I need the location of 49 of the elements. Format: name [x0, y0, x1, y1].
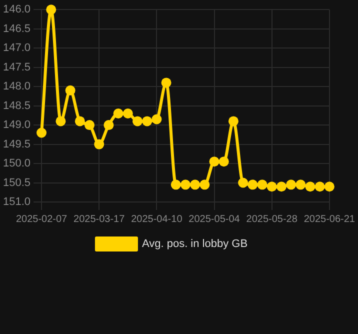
point — [228, 116, 238, 126]
y-tick-label: 151.0 — [2, 196, 31, 208]
point — [74, 116, 85, 126]
x-tick-label: 2025-02-07 — [16, 214, 68, 225]
point — [180, 180, 190, 190]
point — [218, 156, 229, 167]
point — [266, 182, 277, 192]
x-tick-label: 2025-05-04 — [188, 214, 240, 225]
point — [190, 180, 200, 190]
x-tick-label: 2025-03-17 — [74, 214, 126, 225]
point — [152, 114, 162, 124]
y-tick-label: 146.0 — [2, 4, 31, 16]
point — [142, 116, 152, 126]
y-tick-label: 148.0 — [2, 80, 31, 93]
point — [122, 108, 133, 118]
point — [65, 85, 76, 96]
y-tick-label: 149.0 — [2, 119, 31, 132]
point — [286, 180, 296, 190]
point — [324, 182, 334, 192]
x-tick-label: 2025-04-10 — [131, 214, 183, 225]
point — [132, 116, 142, 126]
point — [248, 180, 258, 190]
y-tick-label: 147.5 — [2, 61, 31, 74]
point — [161, 78, 172, 88]
point — [305, 182, 316, 192]
point — [56, 116, 66, 126]
legend-label: Avg. pos. in lobby GB — [142, 238, 248, 250]
point — [209, 156, 220, 167]
point — [200, 180, 210, 190]
point — [36, 128, 47, 138]
point — [113, 108, 124, 118]
point — [104, 120, 114, 130]
point — [257, 180, 268, 190]
point — [84, 120, 95, 130]
point — [94, 139, 104, 150]
y-tick-label: 146.5 — [2, 22, 31, 35]
x-tick-label: 2025-05-28 — [246, 214, 298, 225]
point — [296, 180, 306, 190]
point — [238, 178, 248, 188]
x-tick-label: 2025-06-21 — [304, 214, 356, 225]
y-tick-label: 147.0 — [2, 42, 31, 54]
y-tick-label: 148.5 — [2, 100, 31, 112]
point — [170, 180, 181, 190]
point — [314, 182, 325, 192]
y-tick-label: 149.5 — [2, 138, 31, 150]
point — [46, 4, 56, 15]
point — [276, 182, 286, 192]
y-tick-label: 150.5 — [2, 176, 31, 189]
y-tick-label: 150.0 — [2, 158, 31, 170]
